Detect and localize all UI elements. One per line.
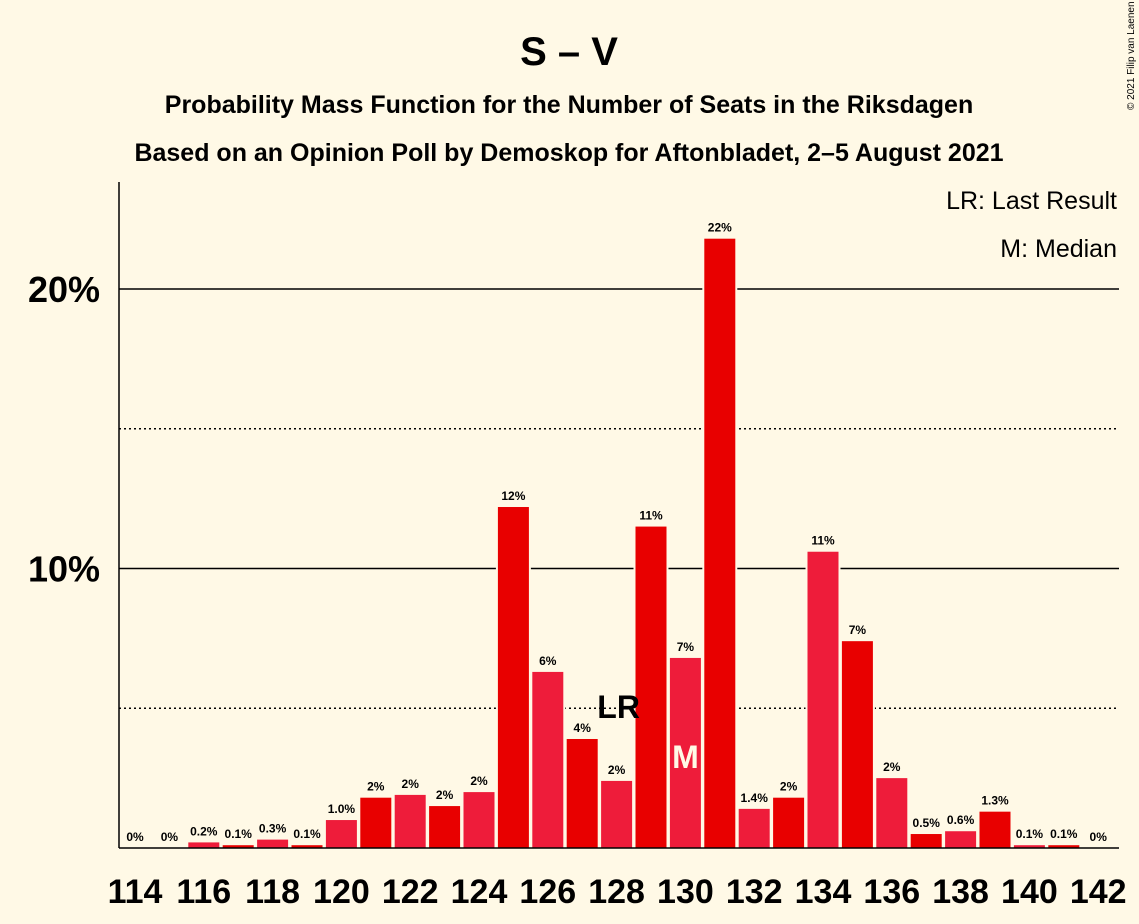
bar-131	[704, 238, 736, 848]
data-label-118: 0.3%	[259, 822, 287, 836]
x-tick-label-134: 134	[795, 873, 852, 911]
axis-layer: 10% 20% 114 116 118 120 122 124 126 128 130 132 134 1…	[28, 182, 1127, 911]
bar-127	[566, 738, 598, 848]
legend-item-last-result: LR: Last Result	[946, 187, 1117, 215]
x-tick-label-140: 140	[1001, 873, 1058, 911]
bar-140	[1013, 845, 1045, 848]
data-label-130: 7%	[677, 640, 695, 654]
bar-116	[188, 842, 220, 848]
data-label-115: 0%	[161, 830, 179, 844]
data-label-132: 1.4%	[741, 791, 769, 805]
bar-130	[669, 657, 701, 848]
data-label-119: 0.1%	[293, 827, 321, 841]
copyright-text: © 2021 Filip van Laenen	[1126, 1, 1137, 110]
data-label-124: 2%	[470, 774, 488, 788]
bar-133	[773, 797, 805, 848]
bar-129	[635, 526, 667, 848]
data-label-131: 22%	[708, 221, 732, 235]
x-tick-label-138: 138	[932, 873, 989, 911]
data-label-120: 1.0%	[328, 802, 356, 816]
bar-138	[945, 831, 977, 848]
grid-layer	[119, 288, 1119, 709]
bar-121	[360, 797, 392, 848]
x-tick-label-122: 122	[382, 873, 439, 911]
data-label-135: 7%	[849, 623, 867, 637]
bar-123	[429, 806, 461, 848]
legend-item-median: M: Median	[1000, 235, 1117, 263]
data-label-134: 11%	[811, 534, 835, 548]
data-label-121: 2%	[367, 780, 385, 794]
data-label-129: 11%	[639, 509, 663, 523]
x-tick-label-142: 142	[1070, 873, 1127, 911]
x-tick-label-118: 118	[245, 873, 300, 911]
bar-122	[394, 794, 426, 848]
data-label-123: 2%	[436, 788, 454, 802]
data-label-125: 12%	[501, 489, 525, 503]
bar-132	[738, 808, 770, 848]
y-tick-label-0: 10%	[28, 549, 100, 590]
y-tick-label-1: 20%	[28, 269, 100, 310]
bar-128	[601, 780, 633, 848]
bar-141	[1048, 845, 1080, 848]
x-tick-label-120: 120	[313, 873, 370, 911]
data-label-137: 0.5%	[913, 816, 941, 830]
data-labels-layer: 0% 0% 0.2% 0.1% 0.3% 0.1% 1.0% 2% 2% 2% 2% 12% 6% 4% 2…	[126, 221, 1107, 844]
chart-subtitle-2: Based on an Opinion Poll by Demoskop for…	[134, 139, 1003, 167]
data-label-117: 0.1%	[225, 827, 253, 841]
chart-title: S – V	[520, 30, 618, 74]
bar-126	[532, 671, 564, 848]
bar-119	[291, 845, 323, 848]
chart-subtitle: Probability Mass Function for the Number…	[165, 91, 973, 119]
bar-117	[222, 845, 254, 848]
data-label-136: 2%	[883, 760, 901, 774]
data-label-133: 2%	[780, 780, 798, 794]
data-label-141: 0.1%	[1050, 827, 1078, 841]
median-marker: M	[672, 739, 699, 775]
bar-134	[807, 551, 839, 848]
bar-118	[257, 839, 289, 848]
data-label-127: 4%	[574, 721, 592, 735]
data-label-139: 1.3%	[981, 794, 1009, 808]
x-tick-label-128: 128	[588, 873, 645, 911]
data-label-128: 2%	[608, 763, 626, 777]
bars-layer	[186, 236, 1082, 848]
data-label-122: 2%	[402, 777, 420, 791]
bar-125	[497, 507, 529, 848]
x-tick-label-132: 132	[726, 873, 783, 911]
bar-136	[876, 778, 908, 848]
data-label-116: 0.2%	[190, 824, 218, 838]
legend: LR: Last Result M: Median	[946, 187, 1117, 263]
bar-120	[325, 820, 357, 848]
x-tick-label-126: 126	[519, 873, 576, 911]
data-label-142: 0%	[1090, 830, 1108, 844]
data-label-140: 0.1%	[1016, 827, 1044, 841]
data-label-138: 0.6%	[947, 813, 975, 827]
x-tick-label-130: 130	[657, 873, 714, 911]
bar-139	[979, 811, 1011, 848]
x-tick-label-114: 114	[108, 873, 163, 911]
bar-137	[910, 834, 942, 848]
last-result-marker: LR	[597, 689, 640, 725]
data-label-114: 0%	[126, 830, 144, 844]
data-label-126: 6%	[539, 654, 557, 668]
x-tick-label-124: 124	[451, 873, 508, 911]
x-tick-label-136: 136	[863, 873, 920, 911]
bar-135	[841, 641, 873, 848]
bar-124	[463, 792, 495, 848]
x-tick-label-116: 116	[176, 873, 231, 911]
